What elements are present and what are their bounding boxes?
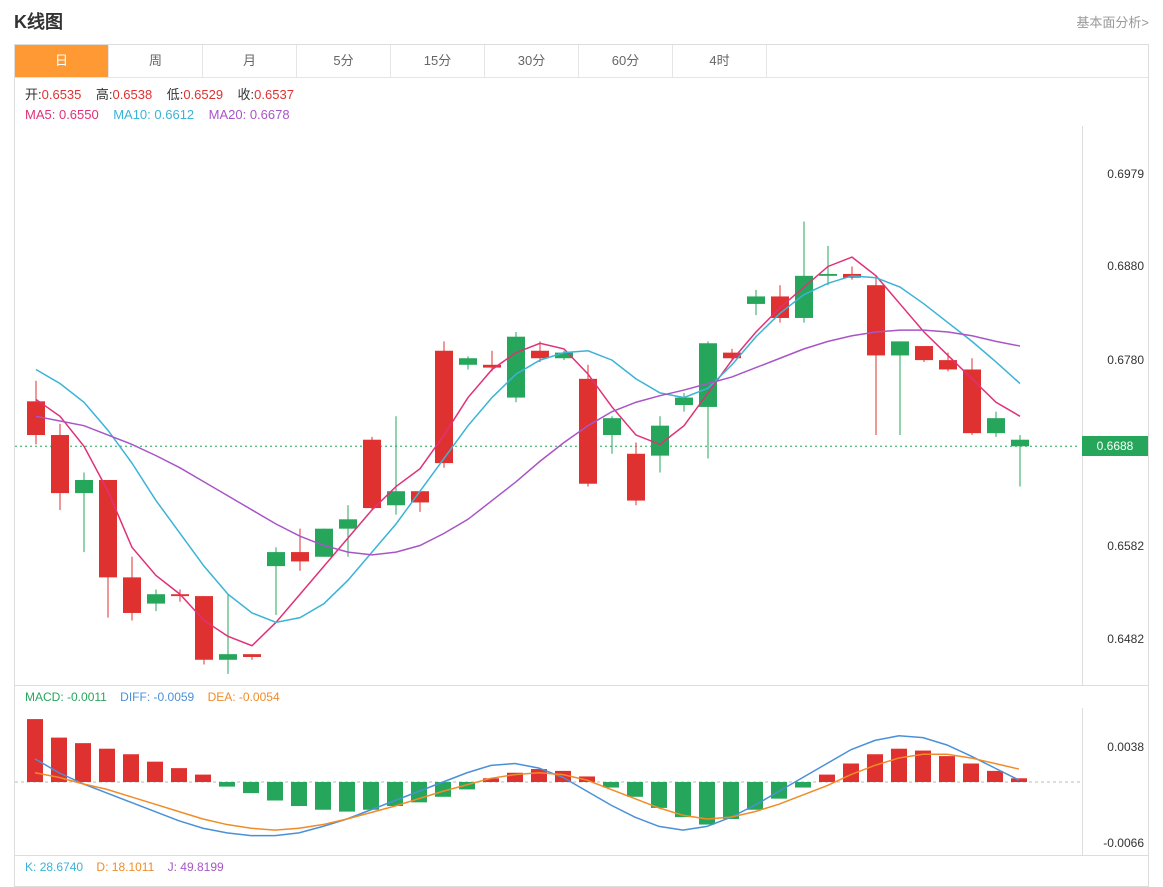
fundamentals-link[interactable]: 基本面分析> [1076,12,1149,31]
macd-tick: 0.0038 [1107,740,1144,754]
tab-15分[interactable]: 15分 [391,45,485,77]
d-label: D: 18.1011 [96,860,154,874]
price-tick: 0.6880 [1107,259,1144,273]
macd-readout: MACD: -0.0011 DIFF: -0.0059 DEA: -0.0054 [15,686,290,708]
ma5-label: MA5: 0.6550 [25,107,99,122]
macd-axis: 0.0038 -0.0066 [1082,708,1148,855]
kdj-readout: K: 28.6740 D: 18.1011 J: 49.8199 [15,856,1148,878]
price-tick: 0.6582 [1107,539,1144,553]
low-value: 0.6529 [183,87,223,102]
close-label: 收: [238,87,255,102]
current-price-tag: 0.6688 [1082,436,1148,456]
price-tick: 0.6780 [1107,353,1144,367]
tab-4时[interactable]: 4时 [673,45,767,77]
timeframe-tabs: 日周月5分15分30分60分4时 [15,45,1148,78]
open-label: 开: [25,87,42,102]
high-value: 0.6538 [112,87,152,102]
ma20-label: MA20: 0.6678 [209,107,290,122]
ma10-label: MA10: 0.6612 [113,107,194,122]
low-label: 低: [167,87,184,102]
open-value: 0.6535 [42,87,82,102]
page-title: K线图 [14,8,63,34]
macd-tick: -0.0066 [1103,836,1144,850]
j-label: J: 49.8199 [168,860,224,874]
macd-label: MACD: -0.0011 [25,690,107,704]
chart-panel: 日周月5分15分30分60分4时 开:0.6535 高:0.6538 低:0.6… [14,44,1149,887]
k-label: K: 28.6740 [25,860,83,874]
macd-panel[interactable]: MACD: -0.0011 DIFF: -0.0059 DEA: -0.0054… [15,686,1148,856]
tab-5分[interactable]: 5分 [297,45,391,77]
tab-周[interactable]: 周 [109,45,203,77]
ohlc-readout: 开:0.6535 高:0.6538 低:0.6529 收:0.6537 [15,78,1148,105]
tab-日[interactable]: 日 [15,45,109,77]
kdj-panel[interactable]: K: 28.6740 D: 18.1011 J: 49.8199 [15,856,1148,886]
price-tick: 0.6482 [1107,632,1144,646]
dea-label: DEA: -0.0054 [208,690,280,704]
close-value: 0.6537 [254,87,294,102]
tab-60分[interactable]: 60分 [579,45,673,77]
high-label: 高: [96,87,113,102]
ma-readout: MA5: 0.6550 MA10: 0.6612 MA20: 0.6678 [15,105,1148,126]
price-axis: 0.69790.68800.67800.66880.65820.64820.66… [1082,126,1148,685]
tab-月[interactable]: 月 [203,45,297,77]
price-tick: 0.6979 [1107,167,1144,181]
candlestick-chart[interactable]: 0.69790.68800.67800.66880.65820.64820.66… [15,126,1148,686]
tab-30分[interactable]: 30分 [485,45,579,77]
diff-label: DIFF: -0.0059 [120,690,194,704]
